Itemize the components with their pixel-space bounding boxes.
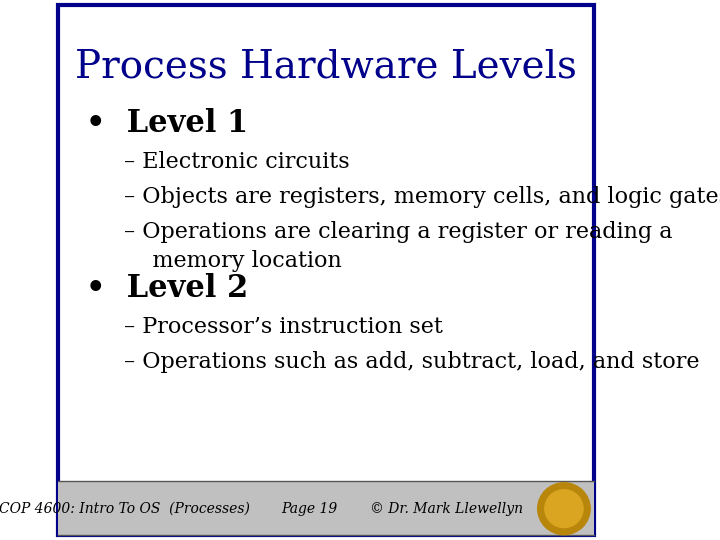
Circle shape bbox=[538, 483, 590, 535]
FancyBboxPatch shape bbox=[58, 5, 594, 535]
Text: •  Level 2: • Level 2 bbox=[86, 273, 248, 303]
Bar bbox=[58, 481, 594, 535]
Text: – Objects are registers, memory cells, and logic gates: – Objects are registers, memory cells, a… bbox=[124, 186, 720, 208]
Text: Process Hardware Levels: Process Hardware Levels bbox=[76, 49, 577, 86]
Text: – Processor’s instruction set: – Processor’s instruction set bbox=[124, 316, 443, 338]
Text: – Operations are clearing a register or reading a
    memory location: – Operations are clearing a register or … bbox=[124, 221, 672, 272]
Text: – Electronic circuits: – Electronic circuits bbox=[124, 151, 350, 173]
Circle shape bbox=[545, 490, 583, 528]
Text: – Operations such as add, subtract, load, and store: – Operations such as add, subtract, load… bbox=[124, 351, 699, 373]
Text: © Dr. Mark Llewellyn: © Dr. Mark Llewellyn bbox=[370, 502, 523, 516]
Text: Page 19: Page 19 bbox=[282, 502, 338, 516]
Text: •  Level 1: • Level 1 bbox=[86, 108, 248, 139]
Text: COP 4600: Intro To OS  (Processes): COP 4600: Intro To OS (Processes) bbox=[0, 502, 249, 516]
